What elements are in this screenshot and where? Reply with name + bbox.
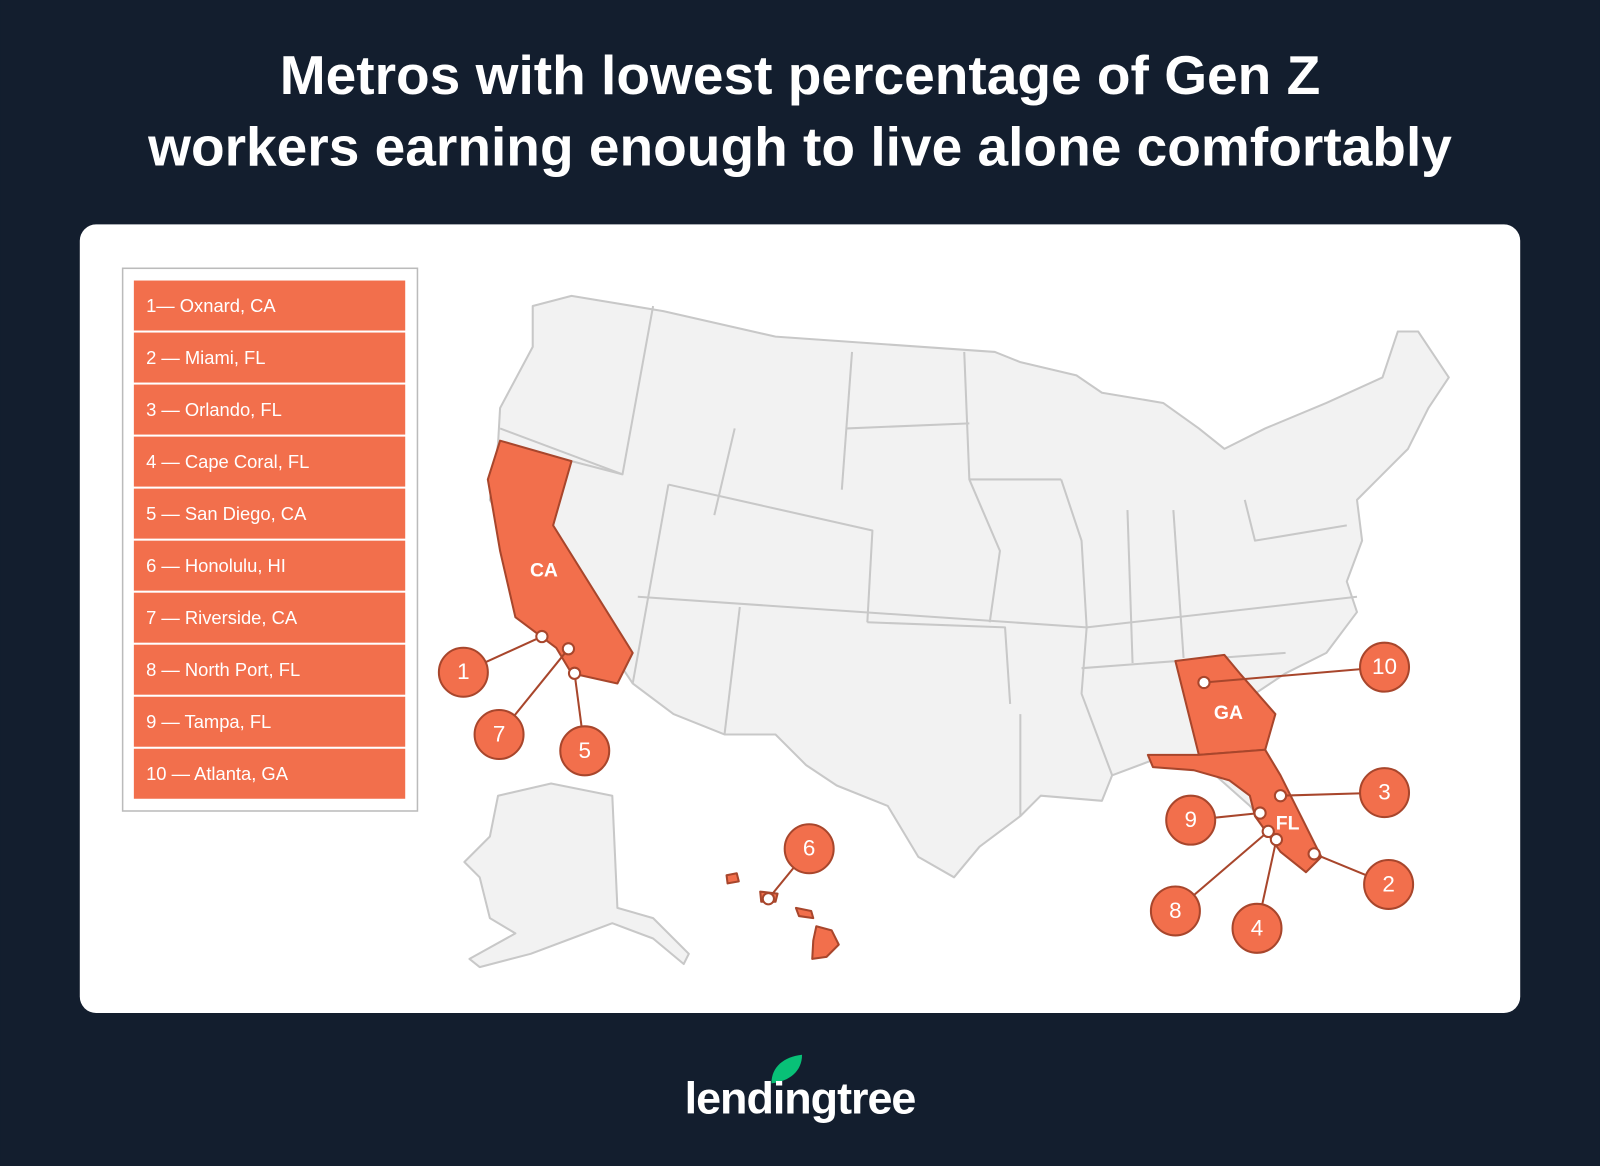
marker-dot [1307,847,1321,861]
legend-item [133,644,406,695]
marker-number: 4 [1251,915,1263,940]
marker-circle [1231,902,1283,954]
markers: 1 2 3 4 5 6 7 8 9 10 [437,629,1415,954]
marker-dot [1261,824,1275,839]
legend-text: 6 — Honolulu, HI [146,555,286,576]
title-line: Metros with lowest percentage of Gen Z [280,44,1321,106]
state-labels: CA GA FL HI [530,559,1300,865]
alaska [463,782,690,969]
logo: lendingtree [685,1054,916,1124]
legend-item [133,280,406,331]
legend-text: 2 — Miami, FL [146,347,265,368]
marker-number: 8 [1169,898,1181,923]
marker-circle [783,823,835,875]
logo-leaf [771,1054,803,1084]
state-label: GA [1214,702,1243,724]
marker-dot [1269,832,1284,847]
legend-item [133,592,406,643]
marker-number: 9 [1184,807,1196,832]
marker-circle [1359,767,1411,819]
legend-text: 3 — Orlando, FL [146,399,282,420]
leader-line [1203,666,1385,684]
marker-dot [1253,806,1267,820]
legend-text: 7 — Riverside, CA [146,607,298,628]
legend-text: 9 — Tampa, FL [146,711,271,732]
marker-number: 1 [457,659,469,684]
marker-number: 6 [803,836,815,861]
legend-text: 8 — North Port, FL [146,659,300,680]
marker-number: 3 [1378,780,1390,805]
marker-circle [1165,794,1217,846]
legend-item [133,332,406,383]
legend-item [133,436,406,487]
marker-circle [437,646,489,698]
marker-dot [761,892,776,906]
legend-text: 1— Oxnard, CA [146,295,276,316]
marker-dot [1197,675,1211,690]
legend: 1— Oxnard, CA 2 — Miami, FL 3 — Orlando, F… [133,280,406,799]
state-label: HI [843,843,862,865]
state-hi [725,872,740,885]
marker-dot [567,666,582,680]
legend-item [133,488,406,539]
legend-item [133,540,406,591]
legend-item [133,696,406,747]
title-line: workers earning enough to live alone com… [147,116,1452,178]
marker-number: 5 [579,738,591,763]
legend-item [133,384,406,435]
marker-number: 2 [1382,871,1394,896]
state-hi [811,925,840,960]
marker-circle [1363,858,1415,910]
marker-number: 10 [1372,654,1397,679]
legend-item [133,748,406,799]
marker-dot [1273,789,1288,803]
marker-dot [535,629,549,644]
state-borders [499,305,1358,817]
legend-text: 4 — Cape Coral, FL [146,451,309,472]
marker-circle [1359,641,1411,693]
marker-dot [561,642,576,656]
legend-text: 10 — Atlanta, GA [146,763,289,784]
marker-circle [473,708,525,760]
marker-circle [559,725,611,777]
state-hi [794,906,815,920]
state-label: CA [530,559,558,581]
marker-circle [1149,885,1201,937]
legend-text: 5 — San Diego, CA [146,503,307,524]
logo-text: lendingtree [685,1073,916,1124]
state-label: FL [1276,812,1300,834]
marker-number: 7 [493,721,505,746]
